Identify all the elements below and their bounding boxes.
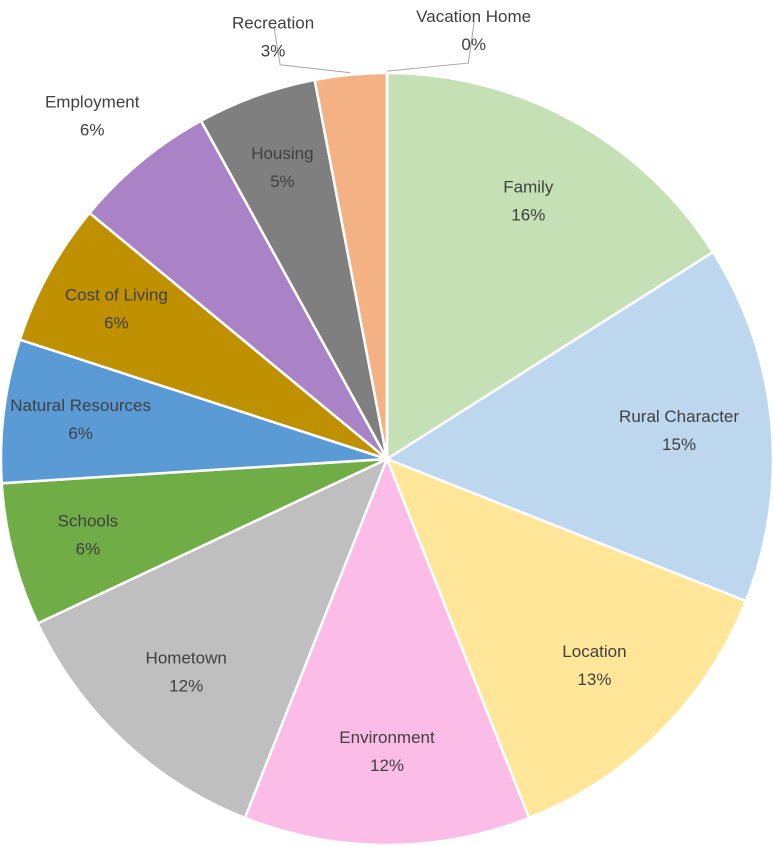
slice-value-label: 6% xyxy=(76,539,101,558)
slice-label: Natural Resources xyxy=(10,396,151,415)
slice-value-label: 16% xyxy=(511,205,545,224)
slice-value-label: 3% xyxy=(261,41,286,60)
pie-slice xyxy=(18,211,388,461)
pie-slice xyxy=(0,457,388,626)
leader-line xyxy=(386,21,475,72)
slice-label: Vacation Home xyxy=(416,7,531,26)
slice-value-label: 13% xyxy=(577,670,611,689)
pie-slice xyxy=(385,71,715,462)
slice-value-label: 12% xyxy=(370,756,404,775)
slice-value-label: 5% xyxy=(270,172,295,191)
pie-slice xyxy=(384,456,748,820)
slice-label: Family xyxy=(503,177,554,196)
slice-value-label: 6% xyxy=(104,314,129,333)
pie-slice xyxy=(87,119,389,460)
slice-value-label: 6% xyxy=(80,120,105,139)
slice-label: Housing xyxy=(251,144,313,163)
slice-label: Cost of Living xyxy=(65,286,168,305)
slice-label: Rural Character xyxy=(619,407,739,426)
leader-line xyxy=(273,27,351,74)
slice-label: Hometown xyxy=(146,648,227,667)
slice-label: Location xyxy=(562,642,626,661)
pie-slice xyxy=(0,338,388,485)
slice-value-label: 0% xyxy=(461,35,486,54)
slice-value-label: 6% xyxy=(68,424,93,443)
slice-value-label: 12% xyxy=(169,676,203,695)
slice-label: Employment xyxy=(45,92,140,111)
pie-slice xyxy=(243,455,531,846)
slice-label: Schools xyxy=(58,511,118,530)
pie-slice xyxy=(384,250,773,603)
slice-value-label: 15% xyxy=(662,435,696,454)
slice-label: Environment xyxy=(339,728,435,747)
pie-slice xyxy=(36,456,390,820)
slice-label: Recreation xyxy=(232,13,314,32)
